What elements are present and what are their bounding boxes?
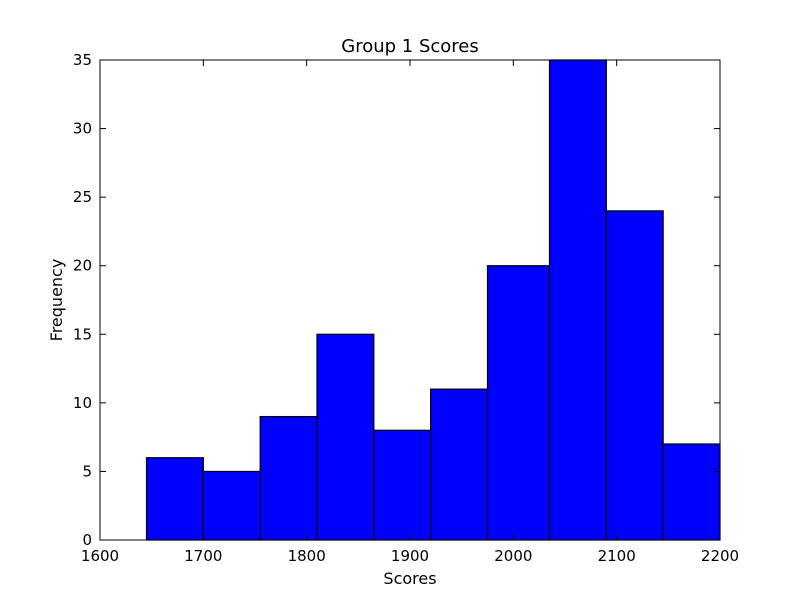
x-tick-label: 2100	[598, 547, 636, 565]
x-tick-label: 2000	[494, 547, 532, 565]
histogram-bar-1	[145, 457, 204, 541]
histogram-bar-8	[548, 59, 607, 541]
y-tick-label: 20	[73, 257, 92, 275]
plot-frame	[99, 59, 721, 541]
bars-group	[145, 59, 721, 541]
histogram-bar-3	[259, 415, 318, 541]
histogram-bar-7	[486, 265, 551, 541]
ticks-group: 1600 1700 1800 1900 2000 2100 2200 0 5 10 15 20 25 30…	[73, 51, 739, 565]
y-tick-label: 0	[82, 531, 92, 549]
histogram-bar-5	[373, 429, 432, 541]
y-tick-label: 25	[73, 188, 92, 206]
histogram-bar-10	[662, 443, 721, 541]
x-tick-label: 1600	[81, 547, 119, 565]
x-tick-label: 2200	[701, 547, 739, 565]
y-tick-label: 30	[73, 120, 92, 138]
y-tick-label: 35	[73, 51, 92, 69]
y-tick-label: 15	[73, 325, 92, 343]
histogram-bar-9	[605, 210, 664, 541]
x-axis-label: Scores	[383, 569, 436, 588]
chart-title: Group 1 Scores	[341, 36, 479, 57]
y-tick-label: 5	[82, 462, 92, 480]
x-tick-label: 1800	[288, 547, 326, 565]
x-tick-label: 1700	[184, 547, 222, 565]
y-tick-label: 10	[73, 394, 92, 412]
y-axis-label: Frequency	[47, 259, 66, 342]
x-tick-label: 1900	[391, 547, 429, 565]
histogram-bar-6	[430, 388, 489, 541]
histogram-bar-4	[316, 333, 375, 541]
histogram-bar-2	[202, 470, 261, 541]
